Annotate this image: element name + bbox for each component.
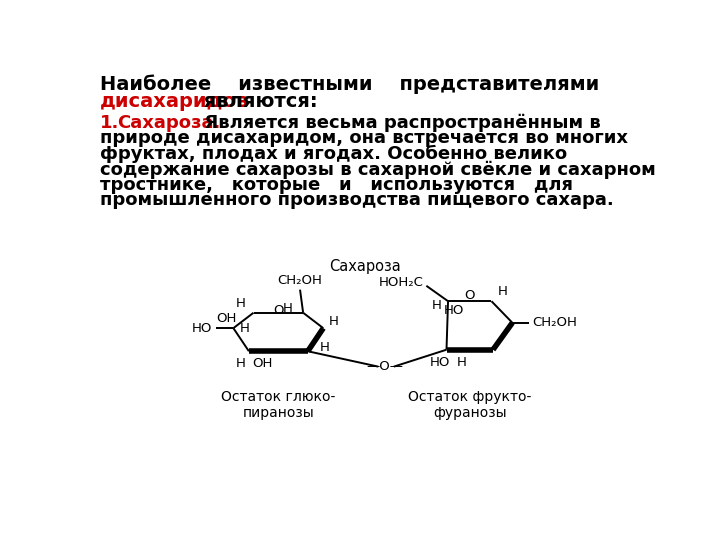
- Text: H: H: [457, 355, 467, 368]
- Text: HO: HO: [430, 355, 451, 368]
- Text: содержание сахарозы в сахарной свёкле и сахарном: содержание сахарозы в сахарной свёкле и …: [100, 160, 656, 179]
- Text: 1.: 1.: [100, 114, 120, 132]
- Text: H: H: [328, 315, 338, 328]
- Text: OH: OH: [216, 313, 237, 326]
- Text: фруктах, плодах и ягодах. Особенно велико: фруктах, плодах и ягодах. Особенно велик…: [100, 145, 567, 163]
- Text: H: H: [283, 302, 292, 315]
- Text: HOH₂C: HOH₂C: [379, 276, 424, 289]
- Text: тростнике,   которые   и   используются   для: тростнике, которые и используются для: [100, 176, 573, 194]
- Text: H: H: [320, 341, 330, 354]
- Text: Сахароза: Сахароза: [329, 259, 401, 274]
- Text: HO: HO: [444, 304, 464, 317]
- Text: O: O: [464, 288, 475, 301]
- Text: H: H: [236, 297, 246, 310]
- Text: промышленного производства пищевого сахара.: промышленного производства пищевого саха…: [100, 191, 614, 209]
- Text: CH₂OH: CH₂OH: [278, 274, 323, 287]
- Text: —O—: —O—: [366, 360, 403, 373]
- Text: Остаток фрукто-
фуранозы: Остаток фрукто- фуранозы: [408, 390, 531, 420]
- Text: HO: HO: [192, 322, 212, 335]
- Text: H: H: [431, 299, 441, 312]
- Text: O: O: [273, 304, 284, 317]
- Text: Сахароза.: Сахароза.: [117, 114, 220, 132]
- Text: H: H: [240, 322, 250, 335]
- Text: являются:: являются:: [197, 92, 318, 111]
- Text: природе дисахаридом, она встречается во многих: природе дисахаридом, она встречается во …: [100, 130, 628, 147]
- Text: дисахаридов: дисахаридов: [100, 92, 249, 111]
- Text: H: H: [498, 286, 508, 299]
- Text: Является весьма распространённым в: Является весьма распространённым в: [192, 114, 601, 132]
- Text: H: H: [236, 357, 246, 370]
- Text: OH: OH: [253, 357, 273, 370]
- Text: Остаток глюко-
пиранозы: Остаток глюко- пиранозы: [221, 390, 336, 420]
- Text: CH₂OH: CH₂OH: [533, 316, 577, 329]
- Text: Наиболее    известными    представителями: Наиболее известными представителями: [100, 75, 599, 94]
